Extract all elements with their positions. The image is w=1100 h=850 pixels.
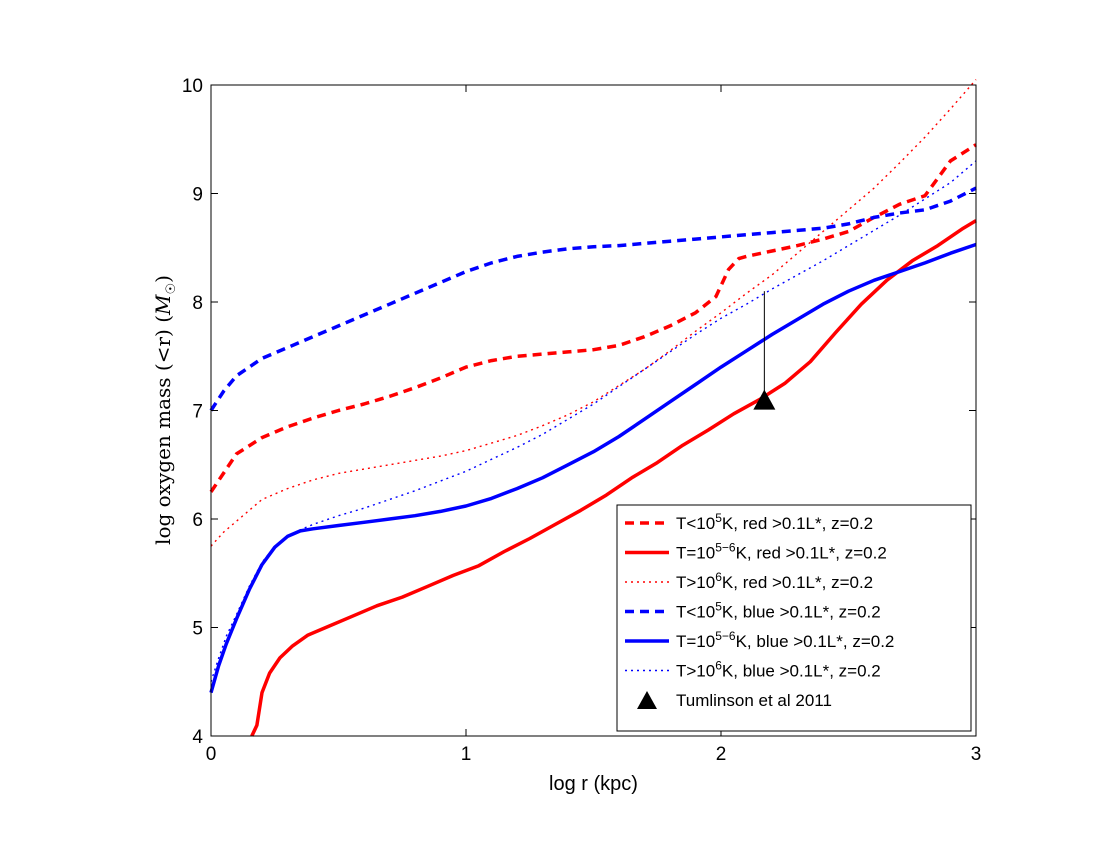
legend-label-text: K, blue >0.1L*, z=0.2 [736, 632, 895, 651]
y-tick-label: 7 [192, 402, 203, 423]
series-line-4 [209, 186, 977, 412]
legend-label-superscript: 6 [715, 659, 722, 673]
legend-label-text: T=10 [676, 632, 715, 651]
legend-label-4: T<105K, blue >0.1L*, z=0.2 [676, 600, 881, 622]
legend-label-5: T=105−6K, blue >0.1L*, z=0.2 [676, 629, 894, 651]
series-line-5 [209, 242, 977, 694]
y-axis-label-subscript: ☉ [164, 283, 179, 295]
legend-label-text: T<10 [676, 603, 715, 622]
y-tick-label: 5 [192, 619, 203, 640]
series-line-2 [250, 219, 977, 737]
observation-marker [753, 389, 776, 410]
legend-label-observation: Tumlinson et al 2011 [676, 691, 832, 710]
legend-label-text: K, red >0.1L*, z=0.2 [722, 573, 873, 592]
legend-label-text: T>10 [676, 662, 715, 681]
legend-observation-marker [637, 691, 657, 709]
legend-label-superscript: 6 [715, 570, 722, 584]
legend-label-superscript: 5−6 [715, 629, 736, 643]
series-layer [209, 79, 977, 737]
tick-layer: 0 1 2 3 4 5 6 7 8 9 10 [182, 76, 981, 765]
x-axis-label: log r (kpc) [549, 773, 638, 795]
legend-label-text: K, red >0.1L*, z=0.2 [722, 514, 873, 533]
x-tick-label: 2 [716, 744, 727, 765]
y-tick-label: 10 [182, 76, 203, 97]
y-tick-label: 9 [192, 185, 203, 206]
y-axis-label-main: log oxygen mass (<r) ( [151, 315, 175, 545]
y-tick-label: 4 [192, 727, 203, 748]
series-line-6 [210, 160, 977, 683]
x-tick-label: 1 [461, 744, 472, 765]
legend-label-6: T>106K, blue >0.1L*, z=0.2 [676, 659, 881, 681]
legend-label-superscript: 5−6 [715, 541, 736, 555]
y-tick-label: 8 [192, 293, 203, 314]
legend-label-superscript: 5 [715, 600, 722, 614]
y-axis-label-text: log oxygen mass (<r) (M☉) [151, 275, 179, 545]
y-tick-label: 6 [192, 510, 203, 531]
legend-label-text: K, red >0.1L*, z=0.2 [736, 544, 887, 563]
legend: T<105K, red >0.1L*, z=0.2T=105−6K, red >… [616, 504, 972, 732]
legend-label-text: T<10 [676, 514, 715, 533]
observation-layer [753, 291, 776, 410]
x-tick-label: 3 [971, 744, 982, 765]
legend-label-2: T=105−6K, red >0.1L*, z=0.2 [676, 541, 887, 563]
y-axis-label: log oxygen mass (<r) (M☉) [151, 275, 179, 545]
legend-label-text: K, blue >0.1L*, z=0.2 [722, 603, 881, 622]
legend-label-text: K, blue >0.1L*, z=0.2 [722, 662, 881, 681]
legend-box [616, 504, 972, 732]
legend-label-text: T=10 [676, 544, 715, 563]
legend-label-1: T<105K, red >0.1L*, z=0.2 [676, 511, 873, 533]
legend-entries: T<105K, red >0.1L*, z=0.2T=105−6K, red >… [625, 511, 894, 710]
y-axis-label-close: ) [151, 275, 175, 283]
legend-label-text: T>10 [676, 573, 715, 592]
x-tick-label: 0 [206, 744, 217, 765]
legend-label-3: T>106K, red >0.1L*, z=0.2 [676, 570, 873, 592]
legend-label-superscript: 5 [715, 511, 722, 525]
series-line-1 [209, 143, 977, 493]
y-axis-label-unit: M [151, 294, 175, 316]
